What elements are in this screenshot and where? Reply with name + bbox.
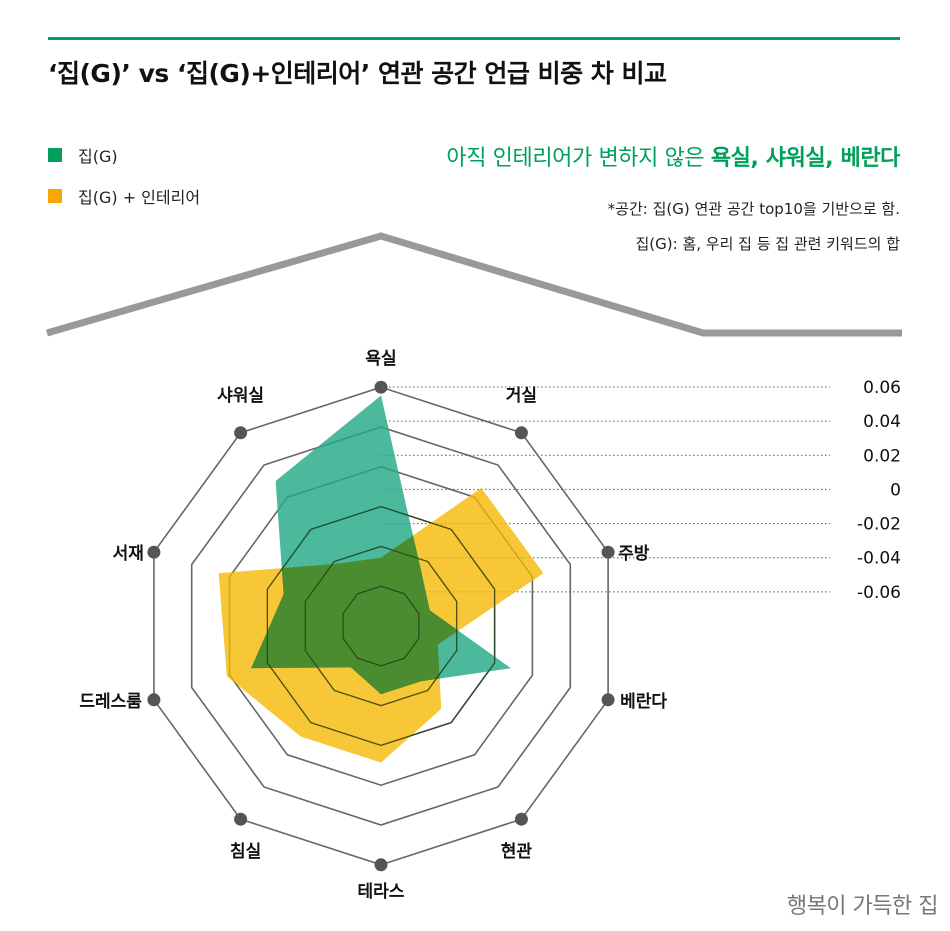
- axis-marker-dot: [374, 380, 388, 394]
- headline-emphasis: 욕실, 샤워실, 베란다: [710, 146, 901, 171]
- axis-label: 테라스: [358, 882, 405, 902]
- legend-label-interior: 집(G) + 인테리어: [78, 188, 201, 207]
- axis-marker-dot: [147, 545, 161, 559]
- note-home-definition: 집(G): 홈, 우리 집 등 집 관련 키워드의 합: [635, 235, 901, 253]
- axis-marker-dot: [234, 426, 248, 440]
- inner-grid-ring: [304, 545, 458, 707]
- axis-marker-dot: [514, 812, 528, 826]
- axis-marker-dot: [601, 693, 615, 707]
- chart-title: ‘집(G)’ vs ‘집(G)+인테리어’ 연관 공간 언급 비중 차 비교: [48, 59, 667, 88]
- legend-item-interior: 집(G) + 인테리어: [48, 184, 200, 208]
- tick-label: -0.06: [857, 583, 901, 603]
- legend-label-home: 집(G): [78, 147, 118, 166]
- note-space: *공간: 집(G) 연관 공간 top10을 기반으로 함.: [607, 200, 900, 218]
- brand-logo-text: 행복이 가득한 집: [786, 894, 939, 919]
- axis-markers: [147, 380, 615, 872]
- legend-item-home: 집(G): [48, 143, 118, 167]
- axis-marker-dot: [514, 426, 528, 440]
- axis-label: 서재: [113, 544, 144, 564]
- axis-label: 주방: [618, 544, 650, 564]
- radar-series: [218, 395, 544, 763]
- headline-prefix: 아직 인테리어가 변하지 않은: [446, 146, 711, 171]
- axis-label: 거실: [506, 386, 537, 406]
- axis-label: 베란다: [620, 692, 667, 712]
- tick-label: -0.02: [857, 515, 901, 535]
- top-rule: [48, 37, 900, 40]
- tick-label: 0.06: [863, 378, 901, 398]
- legend-swatch-interior: [48, 189, 62, 203]
- legend-swatch-home: [48, 148, 62, 162]
- grid-ring: [190, 426, 572, 826]
- tick-label: 0: [890, 480, 901, 500]
- tick-label: 0.04: [863, 412, 901, 432]
- axis-label: 침실: [230, 841, 261, 862]
- axis-label: 드레스룸: [79, 692, 142, 712]
- house-roof-line: [46, 232, 902, 337]
- axis-label: 샤워실: [217, 386, 264, 406]
- axis-marker-dot: [601, 545, 615, 559]
- headline: 아직 인테리어가 변하지 않은 욕실, 샤워실, 베란다: [446, 140, 900, 172]
- tick-label: 0.02: [863, 446, 901, 466]
- tick-label: -0.04: [857, 549, 901, 569]
- axis-marker-dot: [374, 858, 388, 872]
- inner-grid-ring: [266, 505, 496, 747]
- axis-label: 현관: [501, 842, 533, 862]
- inner-grid-ring: [342, 585, 420, 667]
- axis-marker-dot: [234, 812, 248, 826]
- axis-marker-dot: [147, 693, 161, 707]
- axis-label: 욕실: [365, 349, 396, 369]
- axis-labels: 0.06 0.04 0.02 0 -0.02 -0.04 -0.06 욕실거실주방베란다현관테…: [79, 349, 901, 902]
